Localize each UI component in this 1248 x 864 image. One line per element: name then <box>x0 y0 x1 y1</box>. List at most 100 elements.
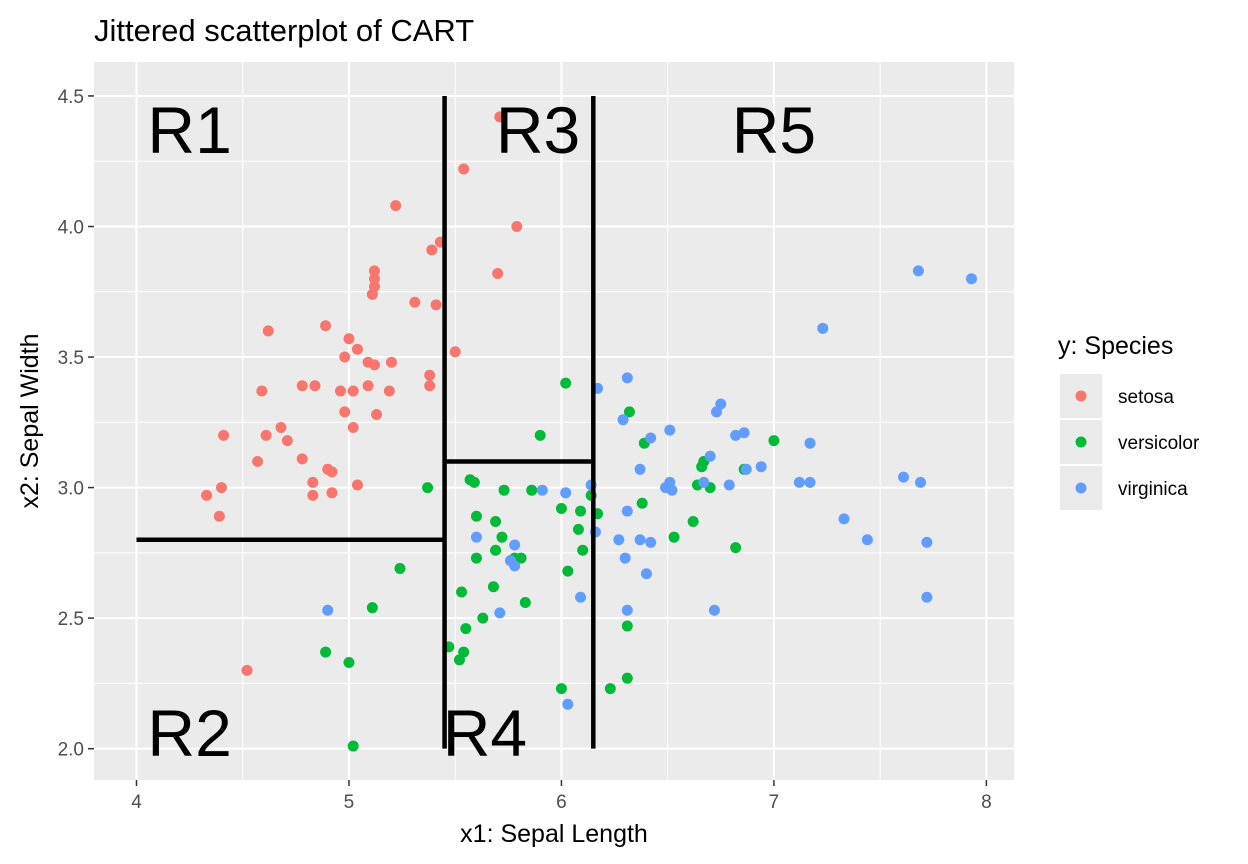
point-virginica <box>575 591 587 603</box>
y-tick-label: 3.0 <box>58 479 84 500</box>
point-setosa <box>213 510 225 522</box>
point-versicolor <box>730 542 742 554</box>
y-axis-ticks: 2.0 2.5 3.0 3.5 4.0 4.5 <box>58 87 94 761</box>
point-virginica <box>645 432 657 444</box>
point-setosa <box>252 455 264 467</box>
point-versicolor <box>696 461 708 473</box>
point-virginica <box>730 429 742 441</box>
data-points <box>201 111 978 752</box>
point-versicolor <box>460 623 472 635</box>
point-setosa <box>296 453 308 465</box>
point-virginica <box>921 536 933 548</box>
point-versicolor <box>366 602 378 614</box>
region-label-r4: R4 <box>443 696 527 770</box>
point-setosa <box>492 267 504 279</box>
major-gridlines <box>94 62 1014 780</box>
y-tick-label: 2.0 <box>58 740 84 761</box>
point-virginica <box>723 479 735 491</box>
point-setosa <box>458 163 470 175</box>
point-virginica <box>708 604 720 616</box>
point-virginica <box>666 484 678 496</box>
y-tick-label: 2.5 <box>58 609 84 630</box>
point-virginica <box>640 568 652 580</box>
point-versicolor <box>621 672 633 684</box>
x-axis-title: x1: Sepal Length <box>460 820 648 848</box>
point-setosa <box>368 273 380 285</box>
point-versicolor <box>496 531 508 543</box>
point-virginica <box>562 698 574 710</box>
y-axis-title: x2: Sepal Width <box>16 333 44 508</box>
point-setosa <box>390 200 402 212</box>
point-virginica <box>912 265 924 277</box>
point-virginica <box>838 513 850 525</box>
point-versicolor <box>453 654 465 666</box>
point-versicolor <box>604 683 616 695</box>
region-label-r5: R5 <box>732 93 816 167</box>
point-setosa <box>334 385 346 397</box>
point-virginica <box>621 604 633 616</box>
point-versicolor <box>621 620 633 632</box>
legend-label-setosa: setosa <box>1118 387 1174 408</box>
y-tick-label: 4.5 <box>58 87 84 108</box>
point-virginica <box>804 437 816 449</box>
point-virginica <box>613 534 625 546</box>
point-setosa <box>347 422 359 434</box>
point-versicolor <box>562 565 574 577</box>
point-versicolor <box>456 586 468 598</box>
region-label-r2: R2 <box>147 696 231 770</box>
point-setosa <box>426 244 438 256</box>
point-setosa <box>430 299 442 311</box>
point-versicolor <box>668 531 680 543</box>
point-setosa <box>366 288 378 300</box>
point-virginica <box>804 476 816 488</box>
minor-gridlines <box>94 62 1014 780</box>
chart-title: Jittered scatterplot of CART <box>94 13 474 48</box>
point-versicolor <box>468 476 480 488</box>
point-versicolor <box>623 406 635 418</box>
y-tick-label: 3.5 <box>58 348 84 369</box>
point-virginica <box>793 476 805 488</box>
point-setosa <box>347 385 359 397</box>
x-tick-label: 4 <box>131 792 142 813</box>
point-versicolor <box>519 596 531 608</box>
point-versicolor <box>687 516 699 528</box>
x-tick-label: 5 <box>344 792 355 813</box>
point-virginica <box>664 424 676 436</box>
point-versicolor <box>555 683 567 695</box>
point-virginica <box>536 484 548 496</box>
point-versicolor <box>768 435 780 447</box>
point-virginica <box>740 463 752 475</box>
point-versicolor <box>636 497 648 509</box>
point-virginica <box>634 463 646 475</box>
plot-panel <box>94 62 1014 780</box>
point-virginica <box>509 560 521 572</box>
legend: y: Species setosa versicolor virginica <box>1058 332 1200 510</box>
legend-label-virginica: virginica <box>1118 479 1188 500</box>
point-versicolor <box>470 552 482 564</box>
point-virginica <box>861 534 873 546</box>
point-versicolor <box>490 544 502 556</box>
point-virginica <box>898 471 910 483</box>
point-setosa <box>362 380 374 392</box>
point-virginica <box>621 372 633 384</box>
point-virginica <box>322 604 334 616</box>
point-versicolor <box>487 581 499 593</box>
point-setosa <box>424 380 436 392</box>
point-versicolor <box>320 646 332 658</box>
point-virginica <box>711 406 723 418</box>
point-versicolor <box>534 429 546 441</box>
point-setosa <box>309 380 321 392</box>
x-tick-label: 8 <box>981 792 992 813</box>
legend-key-virginica <box>1075 482 1087 494</box>
point-setosa <box>371 408 383 420</box>
point-virginica <box>645 536 657 548</box>
x-tick-label: 7 <box>769 792 780 813</box>
point-virginica <box>470 531 482 543</box>
region-labels: R1 R2 R3 R4 R5 <box>147 93 816 770</box>
point-virginica <box>921 591 933 603</box>
point-virginica <box>617 414 629 426</box>
cart-split-lines <box>136 95 596 749</box>
point-versicolor <box>347 740 359 752</box>
point-setosa <box>351 479 363 491</box>
point-setosa <box>494 111 506 123</box>
